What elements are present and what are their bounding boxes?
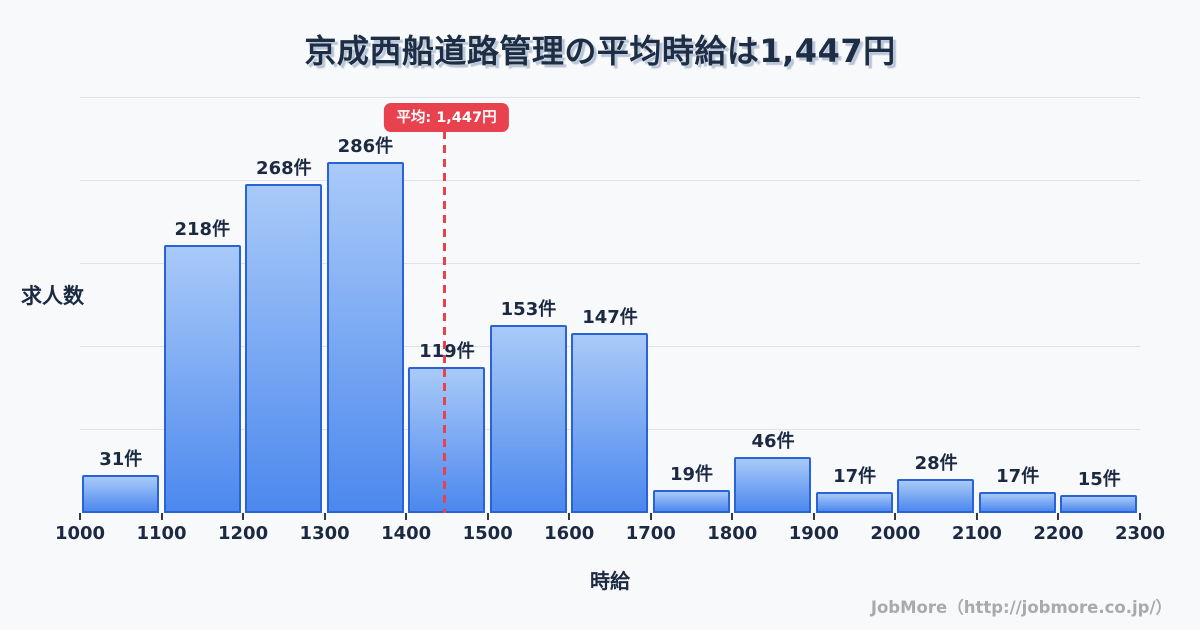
x-axis-tick-label: 2300 [1114,523,1166,544]
x-axis-tick-label: 1000 [54,523,106,544]
x-axis-tick [1139,513,1141,520]
x-axis-label: 時給 [590,569,630,593]
x-axis-tick [323,513,326,520]
x-axis-tick [405,513,408,520]
histogram-bar [1060,494,1138,513]
histogram-bar [978,492,1056,513]
gridline [80,97,1140,98]
x-axis-tick [79,513,81,520]
histogram-bar [571,332,649,513]
bar-value-label: 286件 [337,136,394,157]
x-axis-tick-label: 1100 [136,523,187,544]
x-axis-tick-label: 1800 [707,523,758,544]
x-axis-tick [568,513,571,520]
x-axis-tick-label: 1600 [544,523,595,544]
histogram-bar [652,489,730,513]
plot-area: 31件 218件 268件 286件 119件 153件 147件 19件 46件 17件 28件 1… [55,90,1165,544]
histogram-bar [245,184,323,513]
bar-value-label: 17件 [833,466,877,488]
x-axis-tick [649,513,652,520]
x-axis-tick [1057,513,1060,520]
y-axis-label: 求人数 [21,284,84,308]
histogram-bar [734,456,812,513]
bar-value-label: 19件 [670,463,714,485]
x-axis-tick-label: 2000 [870,523,921,544]
average-line [442,131,447,513]
chart-title: 京成西船道路管理の平均時給は1,447円 [304,32,896,70]
x-axis-tick-label: 1500 [462,523,513,544]
gridline [80,180,1140,181]
x-axis-tick [894,513,897,520]
x-axis-tick-label: 1900 [788,523,839,544]
histogram-bar [815,492,893,513]
bar-value-label: 28件 [914,452,958,474]
bar-value-label: 268件 [256,158,312,180]
x-axis-tick-label: 2100 [951,523,1002,544]
x-axis-tick [975,513,978,520]
bar-value-label: 218件 [174,219,231,241]
x-axis-tick-label: 1300 [299,523,350,544]
x-axis-tick-label: 1700 [625,523,676,544]
gridline [80,263,1140,264]
x-axis-tick [731,513,734,520]
histogram-bar [489,325,567,513]
x-axis-tick-label: 2200 [1033,523,1084,544]
bar-value-label: 15件 [1077,468,1121,490]
footer-credit: JobMore（http://jobmore.co.jp/） [870,598,1172,617]
bar-value-label: 31件 [99,448,143,470]
histogram-bar [82,474,160,513]
x-axis-tick [812,513,815,520]
histogram-bar [897,478,975,513]
bar-value-label: 17件 [996,466,1040,488]
histogram-bar [408,366,486,513]
bar-value-label: 119件 [419,340,475,362]
average-badge: 平均: 1,447円 [384,103,509,132]
bar-value-label: 147件 [582,306,638,328]
histogram-bar [326,162,404,513]
x-axis-tick [160,513,163,520]
x-axis-tick [486,513,489,520]
bar-value-label: 46件 [751,430,795,452]
histogram-bar [163,245,241,513]
x-axis-tick-label: 1200 [218,523,269,544]
x-axis-tick [242,513,245,520]
x-axis-tick-label: 1400 [381,523,432,544]
bar-value-label: 153件 [500,299,557,321]
